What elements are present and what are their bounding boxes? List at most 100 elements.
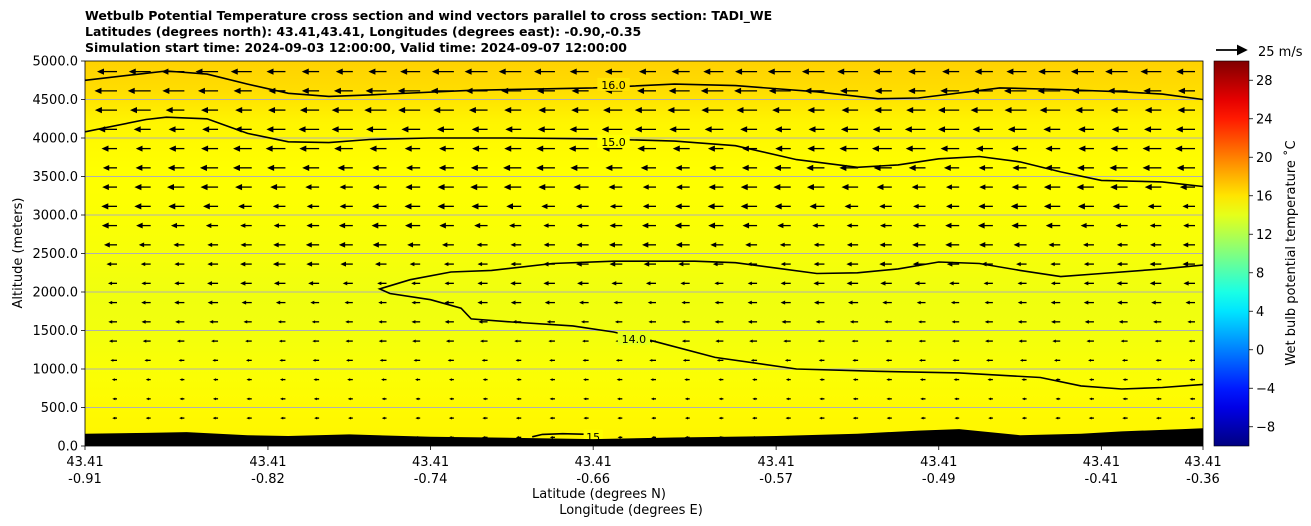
wind-vector-head	[207, 261, 213, 267]
wind-vector-head	[951, 339, 956, 343]
wind-vector-head	[301, 68, 309, 75]
wind-vector-head	[1117, 300, 1122, 305]
wind-vector-head	[201, 145, 209, 152]
wind-vector-head	[1051, 319, 1056, 324]
wind-vector-head	[280, 416, 284, 420]
x-tick-label-lon: -0.36	[1186, 472, 1220, 487]
wind-vector-head	[1109, 164, 1117, 171]
title-line-3: Simulation start time: 2024-09-03 12:00:…	[85, 40, 627, 55]
wind-vector-head	[174, 262, 179, 267]
wind-vector-head	[145, 397, 149, 401]
wind-vector-head	[649, 358, 653, 362]
wind-vector-head	[339, 184, 346, 190]
wind-vector-head	[747, 319, 753, 324]
wind-vector-head	[1011, 145, 1019, 152]
wind-vector-head	[985, 339, 989, 343]
wind-vector-head	[945, 222, 952, 229]
colorbar-tick-label: 16	[1256, 189, 1273, 204]
contour-lines: 16.015.014.015	[85, 70, 1203, 444]
wind-vector-head	[1176, 68, 1184, 75]
wind-vector-head	[144, 358, 148, 362]
wind-vector-head	[212, 397, 216, 401]
wind-vector-head	[94, 106, 102, 114]
wind-vector-head	[1003, 87, 1011, 94]
wind-vector-head	[984, 300, 989, 305]
wind-vector-head	[950, 300, 955, 305]
wind-vector-head	[472, 145, 480, 152]
wind-vector-head	[718, 416, 722, 420]
wind-vector-head	[582, 358, 586, 362]
y-tick-label: 1000.0	[33, 363, 79, 378]
wind-vector-head	[280, 397, 284, 401]
colorbar-tick-label: 28	[1256, 74, 1273, 89]
wind-vector-head	[305, 242, 312, 248]
wind-vector-head	[609, 261, 616, 267]
wind-vector-head	[783, 339, 787, 343]
wind-vector-head	[978, 164, 986, 171]
wind-vector-head	[369, 145, 377, 152]
wind-vector-head	[785, 397, 789, 401]
wind-vector-head	[1189, 378, 1193, 381]
wind-vector-head	[1088, 358, 1092, 362]
wind-vector-head	[1140, 68, 1148, 75]
grid-lines	[85, 99, 1203, 408]
wind-vector-head	[1019, 358, 1023, 362]
wind-vector-head	[583, 378, 587, 381]
wind-vector-head	[987, 378, 991, 381]
wind-vector-head	[742, 222, 750, 229]
wind-vector-head	[127, 87, 135, 94]
wind-vector-head	[1077, 164, 1085, 171]
wind-vector-head	[94, 87, 102, 94]
wind-vector-head	[1179, 184, 1187, 191]
wind-vector-head	[1155, 416, 1159, 420]
wind-vector-head	[608, 184, 615, 190]
wind-vector-head	[906, 106, 914, 114]
wind-vector-head	[852, 378, 856, 381]
wind-vector-head	[807, 145, 815, 152]
wind-vector-head	[168, 145, 176, 152]
wind-vector-head	[681, 320, 686, 324]
wind-vector-head	[498, 68, 506, 75]
wind-vector-head	[852, 358, 856, 362]
wind-vector-head	[397, 87, 405, 94]
wind-vector-head	[138, 242, 145, 248]
wind-vector-head	[1153, 320, 1157, 324]
wind-vector-head	[781, 319, 786, 324]
wind-vector-head	[481, 358, 485, 362]
wind-vector-head	[338, 242, 346, 248]
contour-label-bg	[597, 77, 630, 91]
wind-vector-head	[106, 261, 112, 267]
y-axis-label: Altitude (meters)	[11, 198, 26, 309]
wind-vector-head	[306, 261, 313, 267]
wind-vector-head	[714, 320, 719, 324]
x-tick-label-lat: 43.41	[920, 455, 957, 470]
wind-vector-head	[605, 164, 613, 171]
wind-vector-head	[752, 416, 756, 420]
x-tick-label-lon: -0.66	[576, 472, 610, 487]
wind-vector-head	[538, 106, 546, 114]
wind-vector-head	[801, 68, 809, 75]
wind-vector-head	[777, 222, 784, 229]
x-tick-label-lat: 43.41	[412, 455, 449, 470]
wind-vector-head	[813, 281, 819, 286]
wind-vector-head	[611, 281, 617, 286]
wind-vector-head	[347, 378, 351, 381]
wind-vector-head	[905, 145, 913, 152]
wind-vector-head	[179, 378, 183, 381]
wind-vector-head	[819, 378, 823, 381]
wind-vector-head	[1150, 242, 1156, 248]
wind-vector-head	[974, 68, 982, 75]
wind-vector-head	[102, 184, 109, 191]
wind-vector-head	[849, 320, 854, 324]
wind-vector-head	[1185, 300, 1190, 305]
y-tick-label: 1500.0	[33, 324, 79, 339]
wind-vector-head	[806, 164, 814, 171]
wind-vector-head	[111, 378, 115, 381]
wind-vector-head	[815, 320, 820, 324]
wind-vector-head	[617, 397, 621, 401]
wind-vector-head	[134, 203, 142, 210]
wind-vector-head	[806, 183, 814, 191]
wind-vector-head	[970, 106, 978, 114]
wind-vector-head	[809, 203, 817, 210]
wind-vector-head	[1144, 106, 1152, 114]
